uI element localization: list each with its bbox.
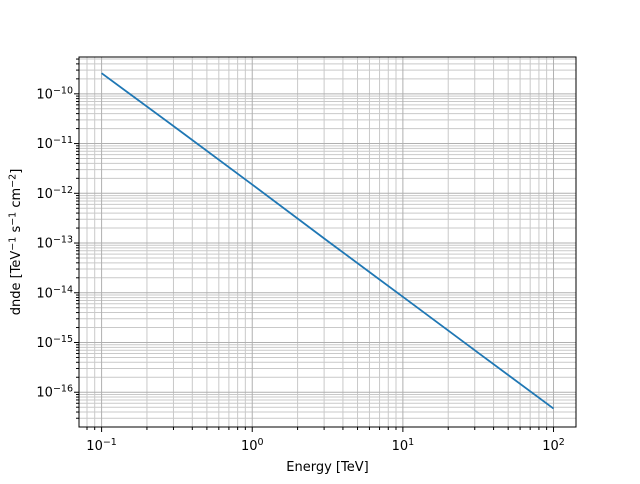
axes-frame (78, 56, 577, 428)
x-tick-label: 100 (241, 437, 264, 454)
y-tick-label: 10−11 (36, 135, 73, 152)
y-axis-label: dnde [TeV−1 s−1 cm−2] (8, 169, 25, 316)
spectrum-line (101, 72, 555, 410)
y-tick-label: 10−13 (36, 235, 73, 252)
y-tick-label: 10−16 (36, 384, 73, 401)
x-tick-label: 101 (392, 437, 415, 454)
axis-ticks (74, 58, 555, 432)
y-tick-label: 10−15 (36, 334, 73, 351)
x-tick-label: 10−1 (86, 437, 117, 454)
minor-gridlines (79, 57, 576, 427)
major-gridlines (79, 57, 576, 427)
data-series (101, 72, 555, 410)
y-tick-label: 10−14 (36, 284, 73, 301)
tick-labels: 10−1 100 101 102 10−10 10−11 10−12 10−13 10−14 10… (36, 85, 564, 454)
y-tick-label: 10−12 (36, 185, 73, 202)
x-tick-label: 102 (542, 437, 565, 454)
y-tick-label: 10−10 (36, 85, 73, 102)
x-axis-label: Energy [TeV] (286, 460, 368, 475)
